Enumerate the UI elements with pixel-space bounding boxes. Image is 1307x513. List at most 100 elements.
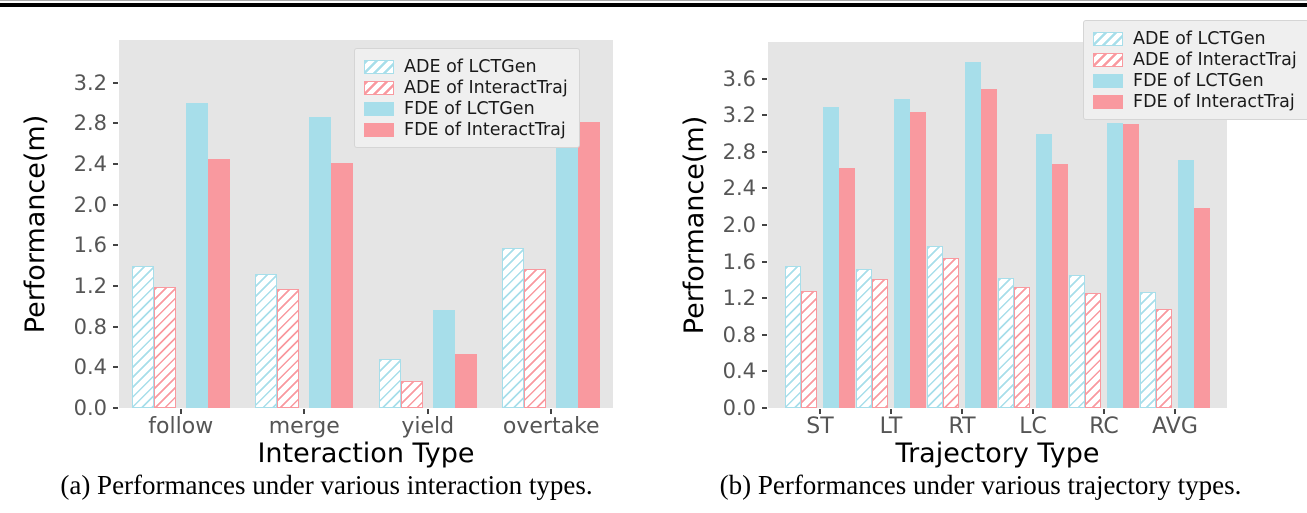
legend-item: FDE of InteractTraj bbox=[1093, 91, 1297, 112]
ade-lctgen-bar bbox=[856, 268, 872, 408]
y-tick-mark bbox=[113, 366, 118, 369]
y-tick-label: 2.8 bbox=[73, 111, 107, 136]
y-tick-mark bbox=[762, 224, 767, 226]
y-tick-label: 1.2 bbox=[73, 274, 107, 298]
y-tick-label: 1.2 bbox=[722, 286, 756, 311]
x-tick-mark bbox=[179, 409, 182, 414]
ade-lctgen-bar bbox=[998, 278, 1014, 408]
legend-item: ADE of LCTGen bbox=[1093, 28, 1297, 49]
bar-group-RC bbox=[1069, 123, 1139, 408]
legend-item-label: ADE of LCTGen bbox=[1133, 28, 1266, 49]
y-tick-mark bbox=[762, 77, 767, 80]
legend-swatch-solid bbox=[1093, 73, 1123, 88]
legend-swatch-solid bbox=[364, 101, 394, 116]
bar-group-AVG bbox=[1140, 160, 1210, 408]
y-tick-label: 2.4 bbox=[73, 152, 107, 177]
legend-item: ADE of InteractTraj bbox=[364, 77, 568, 98]
ade-lctgen-bar bbox=[131, 265, 154, 408]
x-tick-label-overtake: overtake bbox=[502, 414, 600, 439]
y-tick-label: 0.4 bbox=[73, 355, 107, 380]
y-tick-label: 2.8 bbox=[722, 139, 756, 164]
legend-swatch-solid bbox=[1093, 94, 1123, 109]
x-tick-label-yield: yield bbox=[401, 414, 455, 439]
legend-swatch-hatched bbox=[364, 80, 394, 95]
ade-lctgen-bar bbox=[378, 359, 401, 408]
x-tick-label-follow: follow bbox=[148, 414, 214, 439]
y-tick-mark bbox=[762, 150, 767, 153]
fde-lctgen-bar bbox=[432, 310, 455, 408]
legend-item: FDE of LCTGen bbox=[1093, 70, 1297, 91]
y-tick-mark bbox=[762, 370, 767, 373]
legend-item: ADE of InteractTraj bbox=[1093, 49, 1297, 70]
ade-lctgen-bar bbox=[927, 246, 943, 408]
x-tick-label-LC: LC bbox=[1019, 414, 1047, 439]
ade-lctgen-bar bbox=[502, 248, 525, 408]
ade-interacttraj-bar bbox=[153, 287, 176, 408]
x-tick-mark bbox=[1174, 409, 1176, 414]
y-tick-mark bbox=[113, 244, 118, 247]
y-tick-label: 2.4 bbox=[722, 176, 756, 201]
ade-interacttraj-bar bbox=[801, 290, 817, 408]
x-tick-mark bbox=[961, 409, 963, 414]
legend-item-label: ADE of InteractTraj bbox=[1133, 49, 1297, 70]
legend: ADE of LCTGen ADE of InteractTraj FDE of L… bbox=[354, 48, 580, 148]
fde-interacttraj-bar bbox=[839, 168, 855, 408]
y-tick-mark bbox=[113, 81, 118, 84]
y-tick-mark bbox=[762, 187, 767, 190]
legend-swatch-hatched bbox=[1093, 31, 1123, 46]
legend: ADE of LCTGen ADE of InteractTraj FDE of L… bbox=[1083, 20, 1307, 120]
top-rule-thin bbox=[0, 0, 1307, 1]
ade-lctgen-bar bbox=[1140, 291, 1156, 408]
ade-lctgen-bar bbox=[1069, 275, 1085, 408]
ade-interacttraj-bar bbox=[400, 380, 423, 408]
y-tick-label: 1.6 bbox=[722, 249, 756, 274]
fde-interacttraj-bar bbox=[1194, 207, 1210, 408]
y-tick-label: 0.0 bbox=[722, 396, 756, 420]
subfigure-caption-a: (a) Performances under various interacti… bbox=[60, 470, 593, 500]
y-tick-label: 2.0 bbox=[722, 213, 756, 237]
y-tick-label: 0.0 bbox=[73, 396, 107, 420]
bar-group-LC bbox=[998, 133, 1068, 408]
legend-item: ADE of LCTGen bbox=[364, 56, 568, 77]
y-tick-mark bbox=[762, 260, 767, 263]
fde-interacttraj-bar bbox=[1052, 163, 1068, 408]
chart-trajectory-types: Performance(m) Trajectory Type (b) Perfo… bbox=[654, 0, 1307, 513]
y-tick-label: 0.8 bbox=[73, 314, 107, 339]
x-tick-label-RC: RC bbox=[1089, 414, 1119, 439]
y-tick-mark bbox=[113, 163, 118, 166]
y-axis-label: Performance(m) bbox=[20, 114, 51, 334]
y-tick-label: 3.2 bbox=[722, 103, 756, 128]
y-tick-label: 3.2 bbox=[73, 70, 107, 95]
fde-lctgen-bar bbox=[309, 117, 332, 408]
x-tick-mark bbox=[550, 409, 553, 414]
bar-group-LT bbox=[856, 98, 926, 408]
ade-interacttraj-bar bbox=[1085, 292, 1101, 408]
legend-item: FDE of InteractTraj bbox=[364, 119, 568, 140]
fde-lctgen-bar bbox=[1178, 160, 1194, 408]
x-tick-label-AVG: AVG bbox=[1152, 414, 1198, 439]
y-tick-mark bbox=[762, 114, 767, 117]
ade-interacttraj-bar bbox=[277, 289, 300, 408]
x-tick-label-merge: merge bbox=[268, 414, 340, 439]
fde-lctgen-bar bbox=[1107, 123, 1123, 408]
y-tick-label: 3.6 bbox=[722, 66, 756, 91]
y-tick-mark bbox=[762, 407, 767, 409]
fde-interacttraj-bar bbox=[578, 122, 601, 408]
y-tick-label: 1.6 bbox=[73, 233, 107, 258]
ade-interacttraj-bar bbox=[524, 268, 547, 408]
y-tick-mark bbox=[762, 333, 767, 336]
x-tick-mark bbox=[1103, 409, 1105, 414]
ade-interacttraj-bar bbox=[943, 257, 959, 408]
y-tick-mark bbox=[113, 407, 118, 409]
legend-swatch-hatched bbox=[1093, 52, 1123, 67]
y-tick-mark bbox=[113, 285, 118, 287]
ade-interacttraj-bar bbox=[872, 279, 888, 408]
fde-lctgen-bar bbox=[1036, 133, 1052, 408]
legend-item-label: FDE of InteractTraj bbox=[1133, 91, 1295, 112]
x-tick-mark bbox=[1032, 409, 1034, 414]
y-tick-mark bbox=[113, 122, 118, 125]
y-tick-mark bbox=[762, 297, 767, 300]
legend-item-label: FDE of LCTGen bbox=[1133, 70, 1264, 91]
legend-item-label: FDE of LCTGen bbox=[404, 98, 535, 119]
